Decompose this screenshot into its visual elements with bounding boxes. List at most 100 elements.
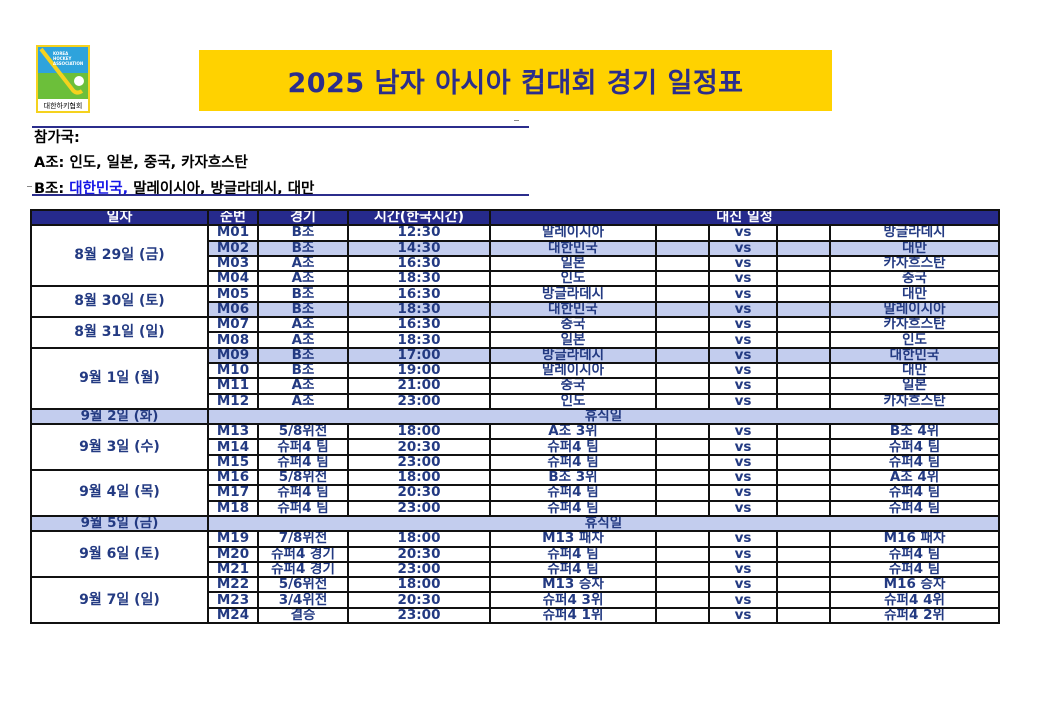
table-row: 9월 7일 (일) M22 5/6위전 18:00 M13 승자 vs M16 승자 [30, 576, 1001, 625]
match-time: 18:30 [347, 331, 491, 349]
team-home: A조 3위 [489, 423, 657, 441]
team-away: 대만 [828, 285, 1001, 303]
logo-label: 대한하키협회 [44, 101, 83, 110]
team-away: 인도 [828, 331, 1001, 349]
team-home: 말레이시아 [489, 361, 657, 380]
match-number: M04 [207, 270, 259, 288]
vs-label: vs [708, 316, 778, 334]
team-away: A조 4위 [828, 469, 1001, 487]
date-cell: 8월 29일 (금) [30, 224, 209, 288]
table-row: M17 슈퍼4 팀 20:30 슈퍼4 팀 vs 슈퍼4 팀 [31, 484, 1001, 502]
match-number: M24 [207, 606, 259, 625]
vs-label: vs [708, 453, 778, 472]
table-row: M24 결승 23:00 슈퍼4 1위 vs 슈퍼4 2위 [31, 606, 1001, 625]
score-home [655, 285, 710, 303]
header-matchup: 대진 일정 [488, 208, 1001, 227]
date-cell: 9월 6일 (토) [30, 530, 209, 579]
divider-line [32, 194, 529, 196]
team-home: 대한민국 [489, 300, 657, 319]
team-home: 방글라데시 [489, 285, 657, 303]
score-away [776, 545, 831, 563]
team-away: 말레이시아 [828, 300, 1001, 319]
group-a-line: A조: 인도, 일본, 중국, 카자흐스탄 [34, 151, 248, 172]
score-away [776, 346, 831, 364]
team-away: 카자흐스탄 [828, 254, 1001, 273]
rest-day-row: 9월 2일 (화) 휴식일 [30, 407, 1001, 426]
match-number: M18 [207, 499, 259, 517]
vs-label: vs [708, 423, 778, 441]
match-number: M03 [207, 254, 259, 273]
match-type: A조 [257, 254, 349, 273]
table-row: M10 B조 19:00 말레이시아 vs 대만 [31, 361, 1001, 380]
team-home: 인도 [489, 270, 657, 288]
match-type: 슈퍼4 경기 [257, 545, 349, 563]
table-row: M08 A조 18:30 일본 vs 인도 [31, 331, 1001, 349]
vs-label: vs [708, 361, 778, 380]
match-number: M10 [207, 361, 259, 380]
score-away [776, 576, 831, 594]
rest-label: 휴식일 [206, 514, 1001, 533]
team-away: 슈퍼4 2위 [828, 606, 1001, 625]
table-row: 8월 31일 (일) M07 A조 16:30 중국 vs 카자흐스탄 [30, 316, 1001, 349]
match-time: 14:30 [347, 239, 491, 257]
score-home [655, 239, 710, 257]
team-home: B조 3위 [489, 469, 657, 487]
match-type: A조 [257, 377, 349, 395]
match-type: 슈퍼4 팀 [257, 499, 349, 517]
match-time: 23:00 [347, 499, 491, 517]
team-home: 슈퍼4 팀 [489, 499, 657, 517]
vs-label: vs [708, 438, 778, 456]
table-row: 9월 3일 (수) M13 5/8위전 18:00 A조 3위 vs B조 4위 [30, 423, 1001, 472]
team-home: 말레이시아 [489, 224, 657, 242]
table-row: M03 A조 16:30 일본 vs 카자흐스탄 [31, 254, 1001, 273]
match-type: A조 [257, 270, 349, 288]
match-number: M15 [207, 453, 259, 472]
score-away [776, 499, 831, 517]
divider-mark [514, 120, 519, 121]
match-number: M22 [207, 576, 259, 594]
date-cell: 9월 2일 (화) [30, 407, 209, 426]
match-time: 23:00 [347, 453, 491, 472]
divider-line [32, 126, 529, 128]
match-time: 16:30 [347, 254, 491, 273]
korea-hockey-association-logo: KOREA HOCKEY ASSOCIATION 대한하키협회 [36, 45, 90, 113]
score-away [776, 469, 831, 487]
match-time: 18:00 [347, 576, 491, 594]
match-time: 21:00 [347, 377, 491, 395]
match-type: B조 [257, 224, 349, 242]
team-home: 방글라데시 [489, 346, 657, 364]
match-type: 5/8위전 [257, 423, 349, 441]
team-away: 방글라데시 [828, 224, 1001, 242]
score-away [776, 423, 831, 441]
team-away: 슈퍼4 팀 [828, 545, 1001, 563]
match-number: M07 [207, 316, 259, 334]
match-number: M20 [207, 545, 259, 563]
match-type: 5/6위전 [257, 576, 349, 594]
score-away [776, 606, 831, 625]
match-time: 16:30 [347, 285, 491, 303]
team-home: M13 패자 [489, 530, 657, 548]
vs-label: vs [708, 469, 778, 487]
match-number: M05 [207, 285, 259, 303]
vs-label: vs [708, 239, 778, 257]
team-home: 슈퍼4 팀 [489, 484, 657, 502]
vs-label: vs [708, 606, 778, 625]
vs-label: vs [708, 499, 778, 517]
vs-label: vs [708, 560, 778, 579]
match-number: M13 [207, 423, 259, 441]
match-time: 18:30 [347, 300, 491, 319]
table-row: M23 3/4위전 20:30 슈퍼4 3위 vs 슈퍼4 4위 [31, 591, 1001, 609]
match-type: 5/8위전 [257, 469, 349, 487]
team-away: 대만 [828, 239, 1001, 257]
score-home [655, 545, 710, 563]
table-row: M21 슈퍼4 경기 23:00 슈퍼4 팀 vs 슈퍼4 팀 [31, 560, 1001, 579]
team-home: 슈퍼4 팀 [489, 438, 657, 456]
table-row: M04 A조 18:30 인도 vs 중국 [31, 270, 1001, 288]
score-home [655, 530, 710, 548]
group-b-korea: 대한민국, [69, 181, 129, 197]
match-time: 19:00 [347, 361, 491, 380]
table-row: 8월 30일 (토) M05 B조 16:30 방글라데시 vs 대만 [30, 285, 1001, 319]
team-away: 대만 [828, 361, 1001, 380]
score-home [655, 606, 710, 625]
match-type: 7/8위전 [257, 530, 349, 548]
